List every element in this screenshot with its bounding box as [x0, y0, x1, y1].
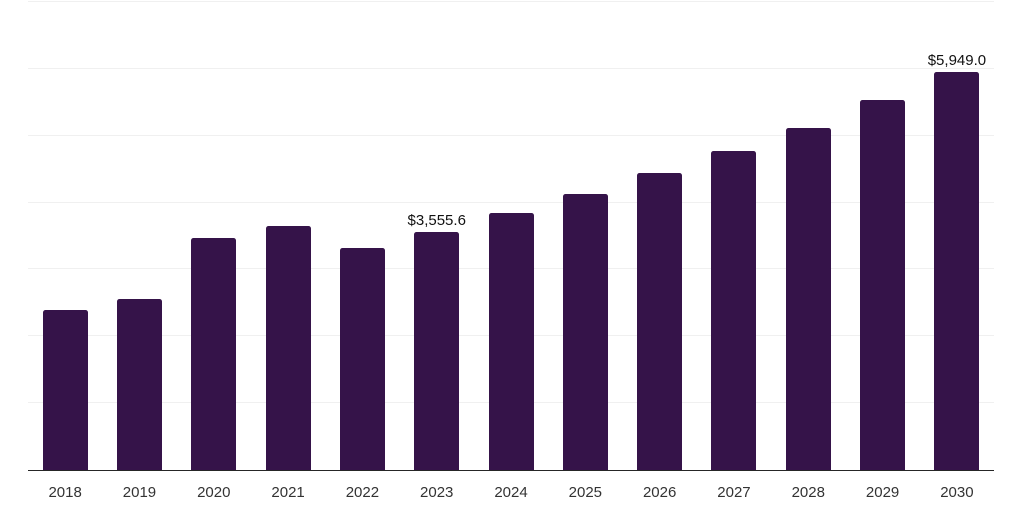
bar-2027 — [711, 151, 757, 470]
bar-slot-2020 — [177, 2, 251, 470]
x-tick-label-2023: 2023 — [420, 484, 454, 501]
bar-value-label-2023: $3,555.6 — [407, 212, 466, 230]
x-tick-label-2028: 2028 — [791, 484, 825, 501]
bar-slot-2030: $5,949.0 — [920, 2, 994, 470]
x-tick-label-2027: 2027 — [717, 484, 751, 501]
x-tick-label-2024: 2024 — [494, 484, 528, 501]
bar-2029 — [860, 99, 906, 470]
gridline — [28, 67, 994, 69]
bar-slot-2026 — [623, 2, 697, 470]
bar-2023: $3,555.6 — [408, 212, 466, 470]
bar-2026 — [637, 173, 683, 470]
plot-area: $3,555.6 $5,949.0 — [28, 1, 994, 471]
bar-slot-2027 — [697, 2, 771, 470]
x-tick-label-2022: 2022 — [345, 484, 380, 501]
x-tick-label-2029: 2029 — [865, 484, 900, 501]
x-tick-label-2030: 2030 — [940, 484, 974, 501]
bar-2022 — [339, 247, 385, 470]
bar-slot-2025 — [548, 2, 622, 470]
bar-2020 — [191, 238, 237, 470]
bar-slot-2019 — [102, 2, 176, 470]
x-tick-label-2019: 2019 — [122, 484, 157, 501]
bar-slot-2028 — [771, 2, 845, 470]
x-tick-label-2021: 2021 — [271, 484, 305, 501]
bar-slot-2024 — [474, 2, 548, 470]
gridline — [28, 1, 994, 2]
bars: $3,555.6 $5,949.0 — [28, 2, 994, 470]
bar-slot-2023: $3,555.6 — [400, 2, 474, 470]
bar-2030: $5,949.0 — [928, 52, 986, 470]
bar-2021 — [265, 225, 311, 470]
x-tick-label-2025: 2025 — [568, 484, 603, 501]
bar-slot-2029 — [845, 2, 919, 470]
x-tick-label-2020: 2020 — [197, 484, 231, 501]
bar-2028 — [785, 127, 831, 470]
bar-value-label-2030: $5,949.0 — [927, 52, 987, 70]
bar-2018 — [42, 310, 88, 470]
gridline — [28, 201, 994, 203]
bar-2019 — [116, 299, 162, 470]
bar-2025 — [562, 194, 608, 470]
x-tick-label-2018: 2018 — [48, 484, 82, 501]
x-axis-labels: 2018 2019 2020 2021 2022 2023 2024 2025 2026 2027… — [28, 484, 994, 501]
x-tick-label-2026: 2026 — [642, 484, 677, 501]
gridline — [28, 134, 994, 136]
bar-slot-2018 — [28, 2, 102, 470]
bar-2024 — [488, 213, 534, 470]
bar-slot-2021 — [251, 2, 325, 470]
bar-slot-2022 — [325, 2, 399, 470]
